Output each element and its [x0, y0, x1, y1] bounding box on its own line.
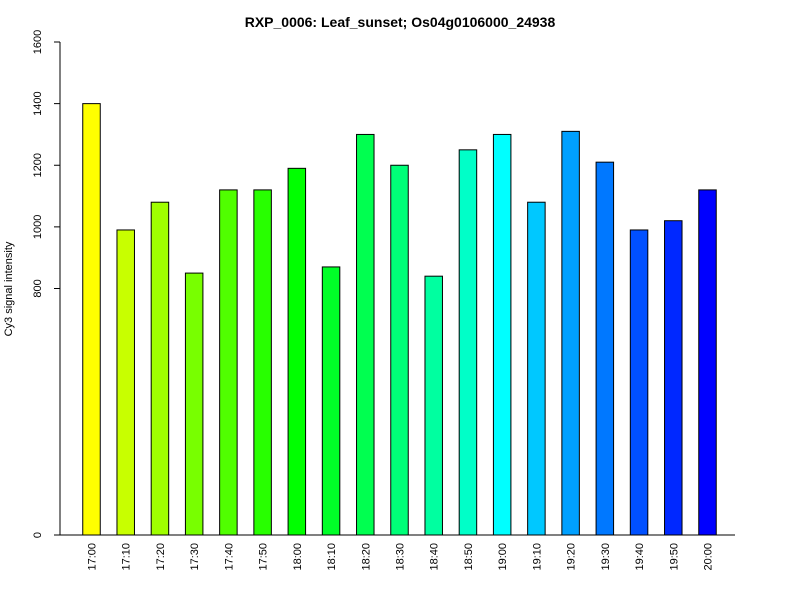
bar — [150, 201, 170, 536]
x-tick-label: 17:30 — [189, 543, 201, 571]
x-tick-label: 19:30 — [600, 543, 612, 571]
bars — [82, 103, 717, 536]
x-tick-label: 18:30 — [395, 543, 407, 571]
x-tick-label: 18:00 — [292, 543, 304, 571]
y-tick-label: 1600 — [32, 30, 44, 54]
x-tick-label: 18:50 — [463, 543, 475, 571]
x-tick-label: 18:10 — [326, 543, 338, 571]
bar — [321, 266, 341, 536]
y-axis-label: Cy3 signal intensity — [3, 241, 15, 336]
x-tick-label: 19:20 — [566, 543, 578, 571]
bar — [287, 167, 307, 536]
bar — [698, 189, 717, 536]
bar — [253, 189, 272, 536]
bar — [561, 130, 580, 536]
bar — [424, 275, 443, 536]
bar — [219, 189, 238, 536]
x-tick-label: 20:00 — [703, 543, 715, 571]
x-tick-label: 18:20 — [360, 543, 372, 571]
x-tick-label: 17:50 — [258, 543, 270, 571]
y-axis: 0 800 1000 1200 1400 1600 — [32, 30, 61, 538]
y-tick-label: 800 — [32, 279, 44, 297]
bar — [595, 161, 615, 536]
x-tick-label: 18:40 — [429, 543, 441, 571]
bar — [629, 229, 649, 536]
bar — [82, 103, 101, 536]
x-tick-label: 19:00 — [497, 543, 509, 571]
bar — [184, 272, 204, 536]
bar — [664, 220, 683, 536]
x-tick-label: 19:40 — [634, 543, 646, 571]
x-tick-label: 17:20 — [155, 543, 167, 571]
x-tick-label: 19:10 — [531, 543, 543, 571]
y-tick-label: 1400 — [32, 91, 44, 115]
x-tick-label: 19:50 — [668, 543, 680, 571]
y-tick-label: 1200 — [32, 153, 44, 177]
bar — [492, 133, 512, 536]
x-axis: 17:00 17:10 17:20 17:30 17:40 17:50 18:00 18:10… — [60, 534, 735, 571]
y-tick-label: 0 — [32, 532, 44, 538]
chart-title: RXP_0006: Leaf_sunset; Os04g0106000_2493… — [245, 14, 556, 30]
x-tick-label: 17:40 — [223, 543, 235, 571]
bar — [390, 164, 409, 536]
bar — [356, 133, 375, 536]
bar — [527, 201, 546, 536]
x-tick-label: 17:10 — [121, 543, 133, 571]
bar — [458, 149, 478, 536]
x-tick-label: 17:00 — [87, 543, 99, 571]
y-tick-label: 1000 — [32, 215, 44, 239]
bar — [116, 229, 135, 536]
